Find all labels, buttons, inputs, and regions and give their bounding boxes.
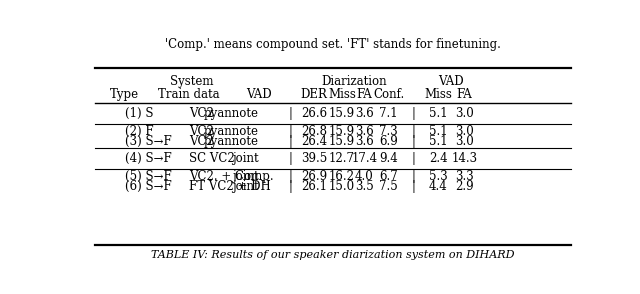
Text: (4) S→F: (4) S→F: [125, 152, 172, 166]
Text: 3.6: 3.6: [355, 135, 374, 148]
Text: 15.9: 15.9: [329, 107, 355, 120]
Text: 15.9: 15.9: [329, 125, 355, 138]
Text: 3.0: 3.0: [455, 107, 474, 120]
Text: |: |: [412, 170, 415, 183]
Text: 3.3: 3.3: [455, 170, 474, 183]
Text: 3.0: 3.0: [455, 135, 474, 148]
Text: 7.1: 7.1: [379, 107, 398, 120]
Text: joint: joint: [232, 170, 259, 183]
Text: 5.3: 5.3: [429, 170, 447, 183]
Text: |: |: [289, 107, 292, 120]
Text: 26.6: 26.6: [301, 107, 327, 120]
Text: (6) S→F: (6) S→F: [125, 180, 172, 193]
Text: |: |: [289, 180, 292, 193]
Text: joint: joint: [232, 152, 259, 166]
Text: 3.5: 3.5: [355, 180, 374, 193]
Text: 26.4: 26.4: [301, 135, 327, 148]
Text: VC2. + Comp.: VC2. + Comp.: [189, 170, 274, 183]
Text: 3.0: 3.0: [455, 125, 474, 138]
Text: (5) S→F: (5) S→F: [125, 170, 172, 183]
Text: |: |: [289, 152, 292, 166]
Text: FT VC2 + DH: FT VC2 + DH: [189, 180, 271, 193]
Text: TABLE IV: Results of our speaker diarization system on DIHARD: TABLE IV: Results of our speaker diariza…: [151, 250, 515, 260]
Text: (2) F: (2) F: [125, 125, 153, 138]
Text: 2.9: 2.9: [455, 180, 474, 193]
Text: 12.7: 12.7: [329, 152, 355, 166]
Text: 5.1: 5.1: [429, 135, 447, 148]
Text: 7.5: 7.5: [379, 180, 398, 193]
Text: 3.6: 3.6: [355, 125, 374, 138]
Text: 5.1: 5.1: [429, 125, 447, 138]
Text: |: |: [412, 152, 415, 166]
Text: 3.6: 3.6: [355, 107, 374, 120]
Text: (3) S→F: (3) S→F: [125, 135, 172, 148]
Text: |: |: [412, 107, 415, 120]
Text: 5.1: 5.1: [429, 107, 447, 120]
Text: Miss: Miss: [328, 88, 356, 101]
Text: joint: joint: [232, 180, 259, 193]
Text: pyannote: pyannote: [204, 107, 259, 120]
Text: 16.2: 16.2: [329, 170, 355, 183]
Text: 'Comp.' means compound set. 'FT' stands for finetuning.: 'Comp.' means compound set. 'FT' stands …: [165, 38, 501, 51]
Text: 15.0: 15.0: [329, 180, 355, 193]
Text: |: |: [289, 170, 292, 183]
Text: System: System: [170, 75, 213, 88]
Text: Miss: Miss: [424, 88, 452, 101]
Text: 15.9: 15.9: [329, 135, 355, 148]
Text: 39.5: 39.5: [301, 152, 327, 166]
Text: VC2: VC2: [189, 135, 214, 148]
Text: 26.9: 26.9: [301, 170, 327, 183]
Text: 4.0: 4.0: [355, 170, 374, 183]
Text: pyannote: pyannote: [204, 125, 259, 138]
Text: SC VC2: SC VC2: [189, 152, 235, 166]
Text: DER: DER: [301, 88, 328, 101]
Text: 14.3: 14.3: [451, 152, 477, 166]
Text: VAD: VAD: [438, 75, 464, 88]
Text: VAD: VAD: [246, 88, 271, 101]
Text: |: |: [412, 125, 415, 138]
Text: |: |: [412, 180, 415, 193]
Text: FA: FA: [456, 88, 472, 101]
Text: |: |: [412, 135, 415, 148]
Text: Train data: Train data: [158, 88, 220, 101]
Text: 6.9: 6.9: [379, 135, 398, 148]
Text: FA: FA: [356, 88, 372, 101]
Text: pyannote: pyannote: [204, 135, 259, 148]
Text: 9.4: 9.4: [379, 152, 398, 166]
Text: |: |: [289, 135, 292, 148]
Text: 26.1: 26.1: [301, 180, 327, 193]
Text: VC2: VC2: [189, 107, 214, 120]
Text: 6.7: 6.7: [379, 170, 398, 183]
Text: 2.4: 2.4: [429, 152, 447, 166]
Text: (1) S: (1) S: [125, 107, 153, 120]
Text: Type: Type: [110, 88, 140, 101]
Text: |: |: [289, 125, 292, 138]
Text: 4.4: 4.4: [429, 180, 447, 193]
Text: 17.4: 17.4: [351, 152, 377, 166]
Text: Conf.: Conf.: [373, 88, 404, 101]
Text: 26.8: 26.8: [301, 125, 327, 138]
Text: 7.3: 7.3: [379, 125, 398, 138]
Text: VC2: VC2: [189, 125, 214, 138]
Text: Diarization: Diarization: [321, 75, 387, 88]
